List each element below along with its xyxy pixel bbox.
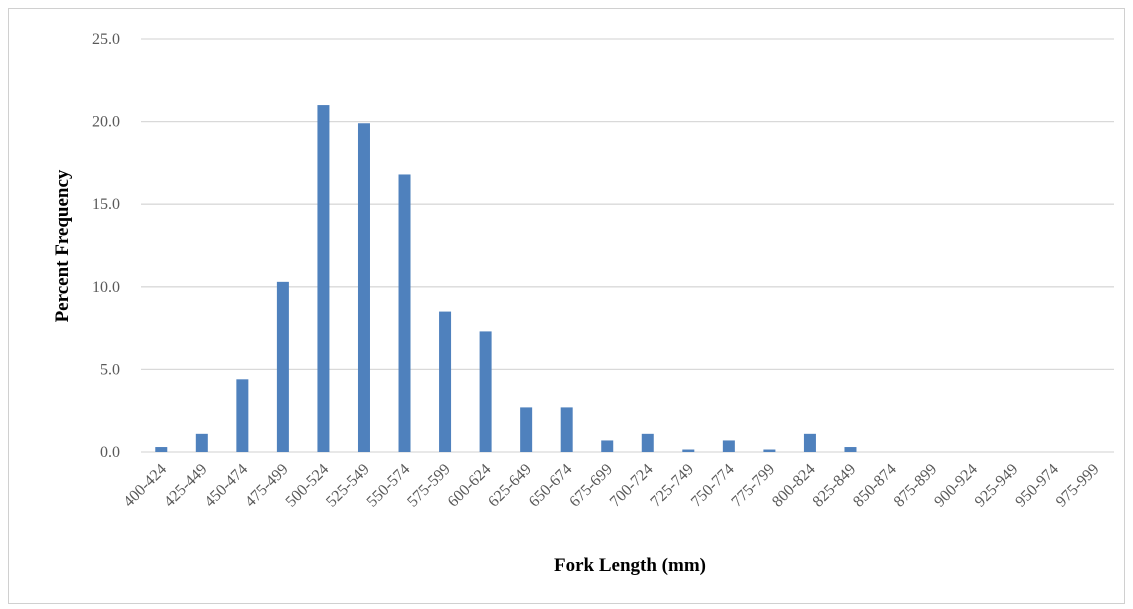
x-tick-label: 900-924 xyxy=(931,461,981,511)
bar-450-474 xyxy=(236,379,249,452)
bar-750-774 xyxy=(722,440,735,452)
x-tick-label: 600-624 xyxy=(445,461,495,511)
bar-500-524 xyxy=(317,105,330,452)
x-tick-label: 975-999 xyxy=(1053,461,1103,511)
bar-400-424 xyxy=(155,447,168,452)
chart-frame xyxy=(8,8,1125,604)
x-tick-label: 675-699 xyxy=(566,461,616,511)
y-tick-label: 10.0 xyxy=(92,279,120,296)
y-tick-labels: 0.0 5.0 10.0 15.0 20.0 25.0 xyxy=(92,31,120,461)
x-axis-title: Fork Length (mm) xyxy=(554,555,706,576)
bar-625-649 xyxy=(520,407,533,452)
x-tick-label: 500-524 xyxy=(283,461,333,511)
x-tick-label: 475-499 xyxy=(242,461,292,511)
bar-825-849 xyxy=(844,447,857,452)
gridlines xyxy=(141,38,1114,453)
y-axis-title: Percent Frequency xyxy=(52,169,73,322)
x-tick-label: 400-424 xyxy=(120,461,170,511)
bar-550-574 xyxy=(398,174,411,453)
y-tick-label: 5.0 xyxy=(100,361,120,378)
bar-425-449 xyxy=(195,433,208,452)
x-tick-label: 725-749 xyxy=(647,461,697,511)
x-tick-label: 625-649 xyxy=(485,461,535,511)
x-tick-label: 750-774 xyxy=(688,461,738,511)
x-tick-label: 450-474 xyxy=(201,461,251,511)
x-tick-label: 525-549 xyxy=(323,461,373,511)
y-tick-label: 15.0 xyxy=(92,196,120,213)
x-tick-label: 950-974 xyxy=(1012,461,1062,511)
x-tick-label: 875-899 xyxy=(891,461,941,511)
x-tick-label: 550-574 xyxy=(364,461,414,511)
x-tick-label: 800-824 xyxy=(769,461,819,511)
bar-525-549 xyxy=(357,123,370,452)
bar-800-824 xyxy=(803,433,816,452)
bar-575-599 xyxy=(439,311,452,452)
x-tick-label: 825-849 xyxy=(810,461,860,511)
x-tick-labels: 400-424425-449450-474475-499500-524525-5… xyxy=(120,461,1102,511)
x-tick-label: 700-724 xyxy=(607,461,657,511)
x-tick-label: 850-874 xyxy=(850,461,900,511)
x-tick-label: 925-949 xyxy=(972,461,1022,511)
bar-775-799 xyxy=(763,449,776,452)
bar-675-699 xyxy=(601,440,614,452)
bar-700-724 xyxy=(641,433,654,452)
bar-650-674 xyxy=(560,407,573,452)
x-tick-label: 775-799 xyxy=(728,461,778,511)
x-tick-label: 425-449 xyxy=(161,461,211,511)
x-tick-label: 650-674 xyxy=(526,461,576,511)
x-tick-label: 575-599 xyxy=(404,461,454,511)
y-tick-label: 0.0 xyxy=(100,444,120,461)
y-tick-label: 20.0 xyxy=(92,114,120,131)
bars xyxy=(155,105,857,453)
bar-475-499 xyxy=(276,281,289,452)
y-tick-label: 25.0 xyxy=(92,31,120,48)
bar-600-624 xyxy=(479,331,492,452)
bar-725-749 xyxy=(682,449,695,452)
